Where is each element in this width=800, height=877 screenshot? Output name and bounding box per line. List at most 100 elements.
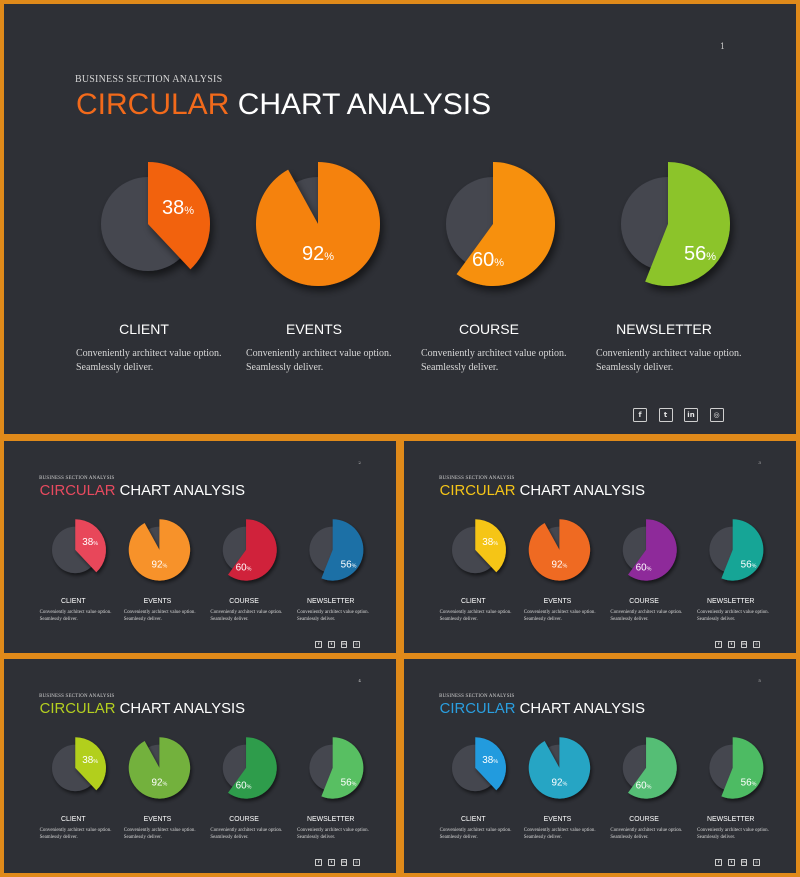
pie-course: 60%	[446, 162, 555, 286]
pie-slice	[321, 737, 364, 799]
category-description: Seamlessly deliver.	[123, 834, 162, 840]
pie-newsletter: 56%	[709, 737, 764, 799]
pie-value-label: 38%	[82, 537, 98, 548]
pie-value-label: 92%	[302, 243, 334, 265]
facebook-icon[interactable]: f	[715, 640, 723, 648]
pie-value: 38	[82, 755, 93, 766]
facebook-icon[interactable]: f	[315, 640, 323, 648]
instagram-icon[interactable]: ◎	[753, 640, 761, 648]
pie-value: 38	[482, 537, 493, 548]
instagram-icon[interactable]: ◎	[353, 640, 361, 648]
caption-newsletter: NEWSLETTER Conveniently architect value o…	[596, 321, 742, 375]
pie-value: 92	[552, 560, 563, 571]
pie-value: 56	[684, 243, 706, 265]
pie-slice	[528, 737, 591, 799]
pie-charts: 38% 92% 60% 56%	[101, 162, 730, 286]
pie-value: 92	[152, 560, 163, 571]
category-description: Conveniently architect value option.	[697, 609, 769, 615]
pie-slice	[256, 162, 380, 286]
twitter-icon[interactable]: t	[658, 408, 673, 422]
pie-value: 38	[82, 537, 93, 548]
category-label: EVENTS	[543, 597, 572, 605]
linkedin-icon[interactable]: in	[340, 858, 348, 866]
social-links: f t in ◎	[715, 858, 765, 866]
pie-value-percent: %	[563, 782, 568, 788]
pie-value-label: 92%	[152, 778, 168, 789]
slide-3: 3 BUSINESS SECTION ANALYSIS CIRCULAR CHART…	[404, 441, 796, 653]
category-label: COURSE	[459, 321, 519, 337]
linkedin-icon[interactable]: in	[684, 408, 698, 422]
category-description: Seamlessly deliver.	[697, 616, 736, 622]
twitter-icon[interactable]: t	[327, 640, 335, 648]
pie-slice	[475, 737, 506, 791]
pie-value: 56	[741, 560, 752, 571]
pie-value: 60	[636, 781, 647, 792]
caption-client: CLIENT Conveniently architect value optio…	[40, 816, 112, 842]
title-accent: CIRCULAR	[39, 700, 116, 717]
instagram-icon[interactable]: ◎	[709, 408, 724, 422]
pie-newsletter: 56%	[309, 519, 364, 581]
category-description: Seamlessly deliver.	[610, 616, 649, 622]
pie-value-label: 60%	[636, 781, 652, 792]
twitter-icon[interactable]: t	[727, 640, 735, 648]
category-description: Conveniently architect value option.	[439, 827, 512, 833]
social-links: f t in ◎	[315, 640, 365, 648]
pie-value-percent: %	[752, 564, 757, 570]
facebook-icon[interactable]: f	[633, 408, 647, 422]
category-label: COURSE	[629, 597, 659, 605]
caption-client: CLIENT Conveniently architect value optio…	[440, 816, 512, 842]
category-description: Seamlessly deliver.	[421, 362, 499, 373]
pie-value-percent: %	[647, 567, 652, 573]
pie-value: 56	[341, 778, 352, 789]
category-description: Conveniently architect value option.	[421, 348, 567, 359]
category-label: NEWSLETTER	[307, 597, 355, 605]
pie-value-label: 92%	[552, 778, 568, 789]
category-description: Conveniently architect value option.	[39, 609, 112, 615]
category-description: Seamlessly deliver.	[297, 616, 336, 622]
pie-client: 38%	[452, 737, 506, 792]
pie-slice	[148, 162, 210, 270]
twitter-icon[interactable]: t	[727, 858, 735, 866]
category-description: Conveniently architect value option.	[610, 609, 683, 615]
pie-value-percent: %	[563, 564, 568, 570]
category-label: NEWSLETTER	[307, 815, 355, 823]
pie-value-percent: %	[493, 541, 498, 547]
facebook-icon[interactable]: f	[715, 858, 723, 866]
category-label: CLIENT	[60, 815, 86, 823]
pie-value-label: 38%	[162, 197, 194, 219]
caption-events: EVENTS Conveniently architect value optio…	[524, 598, 596, 624]
twitter-icon[interactable]: t	[327, 858, 335, 866]
category-description: Seamlessly deliver.	[697, 834, 736, 840]
pie-client: 38%	[101, 162, 210, 271]
category-description: Seamlessly deliver.	[39, 616, 78, 622]
title-rest: CHART ANALYSIS	[115, 482, 246, 499]
pie-value-percent: %	[247, 567, 252, 573]
category-description: Conveniently architect value option.	[39, 827, 112, 833]
category-description: Conveniently architect value option.	[76, 348, 222, 359]
category-description: Seamlessly deliver.	[39, 834, 78, 840]
pie-events: 92%	[128, 737, 191, 799]
category-description: Seamlessly deliver.	[610, 834, 649, 840]
pie-course: 60%	[622, 519, 677, 581]
pie-value-percent: %	[163, 564, 168, 570]
pie-slice	[456, 162, 555, 286]
title-accent: CIRCULAR	[76, 88, 230, 121]
slide-4: 4 BUSINESS SECTION ANALYSIS CIRCULAR CHART…	[4, 659, 396, 873]
caption-course: COURSE Conveniently architect value optio…	[610, 816, 682, 842]
linkedin-icon[interactable]: in	[340, 640, 348, 648]
slide-5: 5 BUSINESS SECTION ANALYSIS CIRCULAR CHART…	[404, 659, 796, 873]
instagram-icon[interactable]: ◎	[353, 858, 361, 866]
pie-value-label: 56%	[684, 243, 716, 265]
linkedin-icon[interactable]: in	[740, 640, 748, 648]
category-description: Seamlessly deliver.	[210, 616, 249, 622]
pie-slice	[321, 519, 364, 581]
pie-events: 92%	[528, 519, 591, 581]
section-kicker: BUSINESS SECTION ANALYSIS	[439, 475, 515, 481]
instagram-icon[interactable]: ◎	[753, 858, 761, 866]
facebook-icon[interactable]: f	[315, 858, 323, 866]
linkedin-icon[interactable]: in	[740, 858, 748, 866]
category-description: Seamlessly deliver.	[523, 834, 562, 840]
category-description: Conveniently architect value option.	[297, 827, 369, 833]
category-description: Seamlessly deliver.	[76, 362, 154, 373]
category-description: Conveniently architect value option.	[210, 827, 283, 833]
